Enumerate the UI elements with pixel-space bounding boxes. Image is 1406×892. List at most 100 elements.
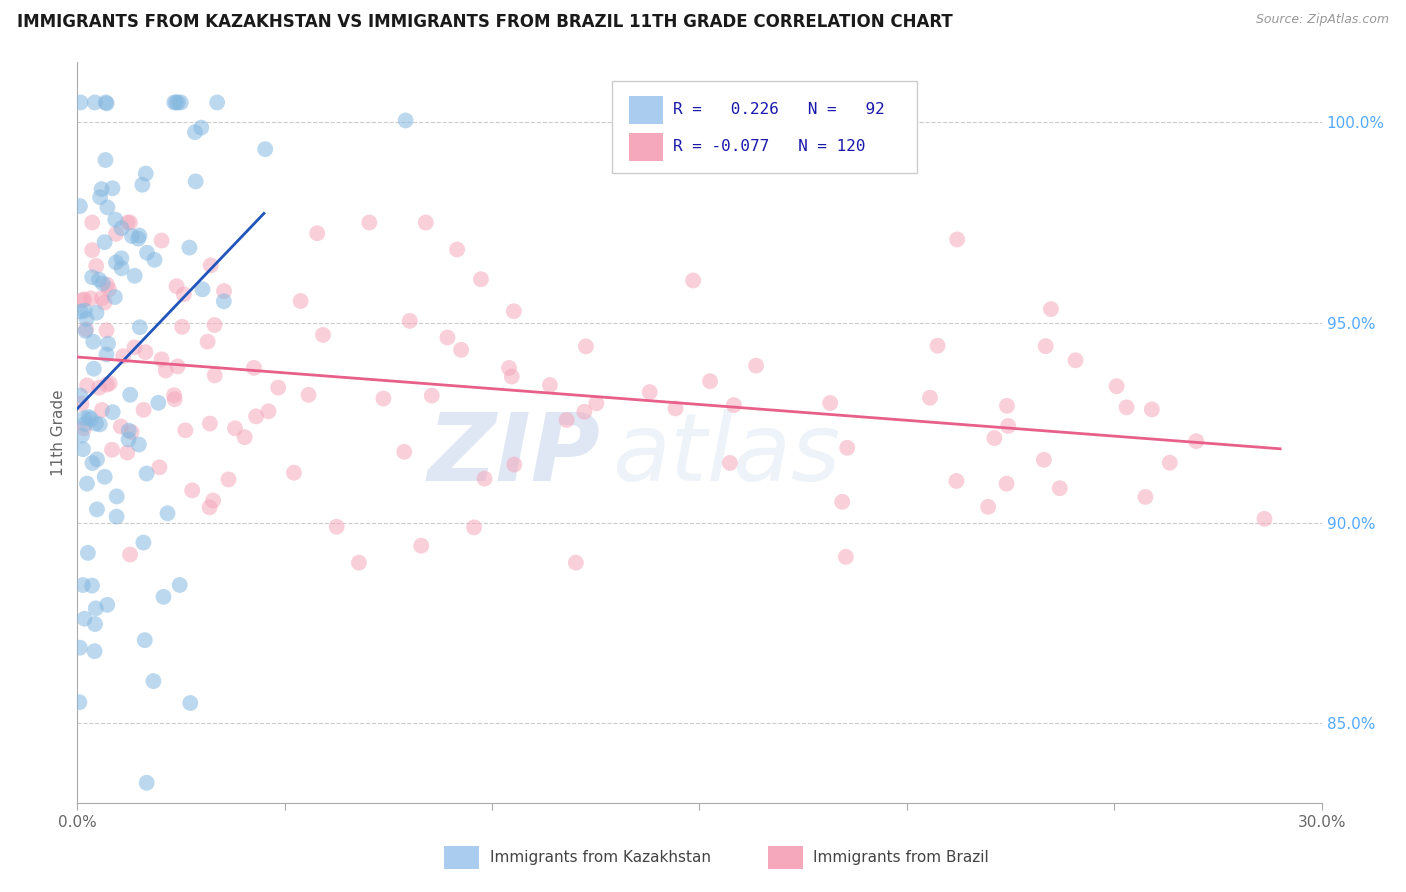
Point	[995, 476, 1018, 491]
Point	[835, 549, 858, 564]
Point	[184, 125, 207, 139]
Point	[142, 674, 165, 689]
Point	[128, 437, 150, 451]
Point	[997, 419, 1019, 434]
Point	[101, 405, 124, 419]
Point	[184, 174, 207, 188]
Point	[77, 409, 100, 424]
Point	[411, 539, 433, 553]
Point	[96, 377, 118, 392]
Point	[83, 644, 105, 658]
Point	[983, 431, 1005, 445]
Point	[174, 423, 197, 437]
Point	[283, 466, 305, 480]
Point	[80, 291, 103, 305]
Point	[96, 347, 118, 361]
Point	[89, 417, 111, 432]
Point	[325, 520, 347, 534]
FancyBboxPatch shape	[768, 846, 803, 870]
Point	[105, 490, 128, 504]
Point	[134, 345, 156, 359]
Point	[191, 282, 214, 296]
Point	[152, 590, 174, 604]
Text: Immigrants from Kazakhstan: Immigrants from Kazakhstan	[491, 850, 711, 865]
Point	[585, 396, 607, 410]
Point	[197, 334, 219, 349]
Point	[1039, 302, 1062, 317]
Point	[110, 221, 132, 235]
Point	[135, 776, 157, 790]
Text: R =   0.226   N =   92: R = 0.226 N = 92	[673, 103, 886, 118]
Point	[166, 279, 188, 293]
Text: ZIP: ZIP	[427, 409, 600, 500]
Point	[1135, 490, 1157, 504]
Point	[93, 235, 115, 249]
Point	[436, 330, 458, 344]
Point	[110, 261, 132, 276]
Y-axis label: 11th Grade: 11th Grade	[51, 389, 66, 476]
Point	[555, 413, 578, 427]
Point	[224, 421, 246, 435]
Point	[995, 399, 1018, 413]
Point	[503, 458, 526, 472]
Point	[198, 417, 221, 431]
Point	[204, 318, 226, 332]
FancyBboxPatch shape	[628, 95, 664, 124]
Text: Immigrants from Brazil: Immigrants from Brazil	[813, 850, 988, 865]
Point	[69, 95, 91, 110]
Point	[1035, 339, 1057, 353]
Point	[134, 633, 156, 648]
Point	[98, 282, 121, 296]
Point	[200, 258, 222, 272]
Point	[96, 201, 118, 215]
Point	[70, 396, 93, 410]
Point	[87, 272, 110, 286]
Point	[167, 95, 190, 110]
Point	[70, 428, 93, 442]
Point	[118, 424, 141, 438]
Point	[212, 284, 235, 298]
FancyBboxPatch shape	[613, 81, 917, 173]
Point	[638, 385, 661, 400]
Point	[415, 215, 437, 229]
Point	[117, 433, 139, 447]
Point	[148, 460, 170, 475]
Point	[163, 392, 186, 407]
Point	[446, 243, 468, 257]
Point	[565, 556, 588, 570]
Point	[118, 215, 141, 229]
Point	[205, 95, 228, 110]
Point	[165, 95, 187, 110]
Point	[73, 612, 96, 626]
Point	[91, 403, 114, 417]
Point	[307, 226, 329, 240]
Point	[837, 441, 859, 455]
Point	[474, 472, 496, 486]
Point	[127, 232, 149, 246]
Point	[73, 411, 96, 425]
Point	[80, 578, 103, 592]
Point	[463, 520, 485, 534]
Point	[699, 374, 721, 388]
Point	[150, 234, 173, 248]
Point	[394, 113, 416, 128]
Point	[927, 339, 949, 353]
Point	[112, 349, 135, 363]
Point	[110, 252, 132, 266]
Point	[682, 273, 704, 287]
Point	[104, 212, 127, 227]
Point	[86, 502, 108, 516]
Point	[96, 323, 118, 337]
Point	[124, 268, 146, 283]
Point	[173, 287, 195, 301]
Point	[718, 456, 741, 470]
Point	[93, 470, 115, 484]
Point	[501, 369, 523, 384]
Point	[233, 430, 256, 444]
Point	[82, 334, 104, 349]
Point	[128, 228, 150, 243]
Point	[574, 405, 596, 419]
Point	[267, 381, 290, 395]
Point	[170, 95, 193, 110]
Point	[69, 304, 91, 318]
